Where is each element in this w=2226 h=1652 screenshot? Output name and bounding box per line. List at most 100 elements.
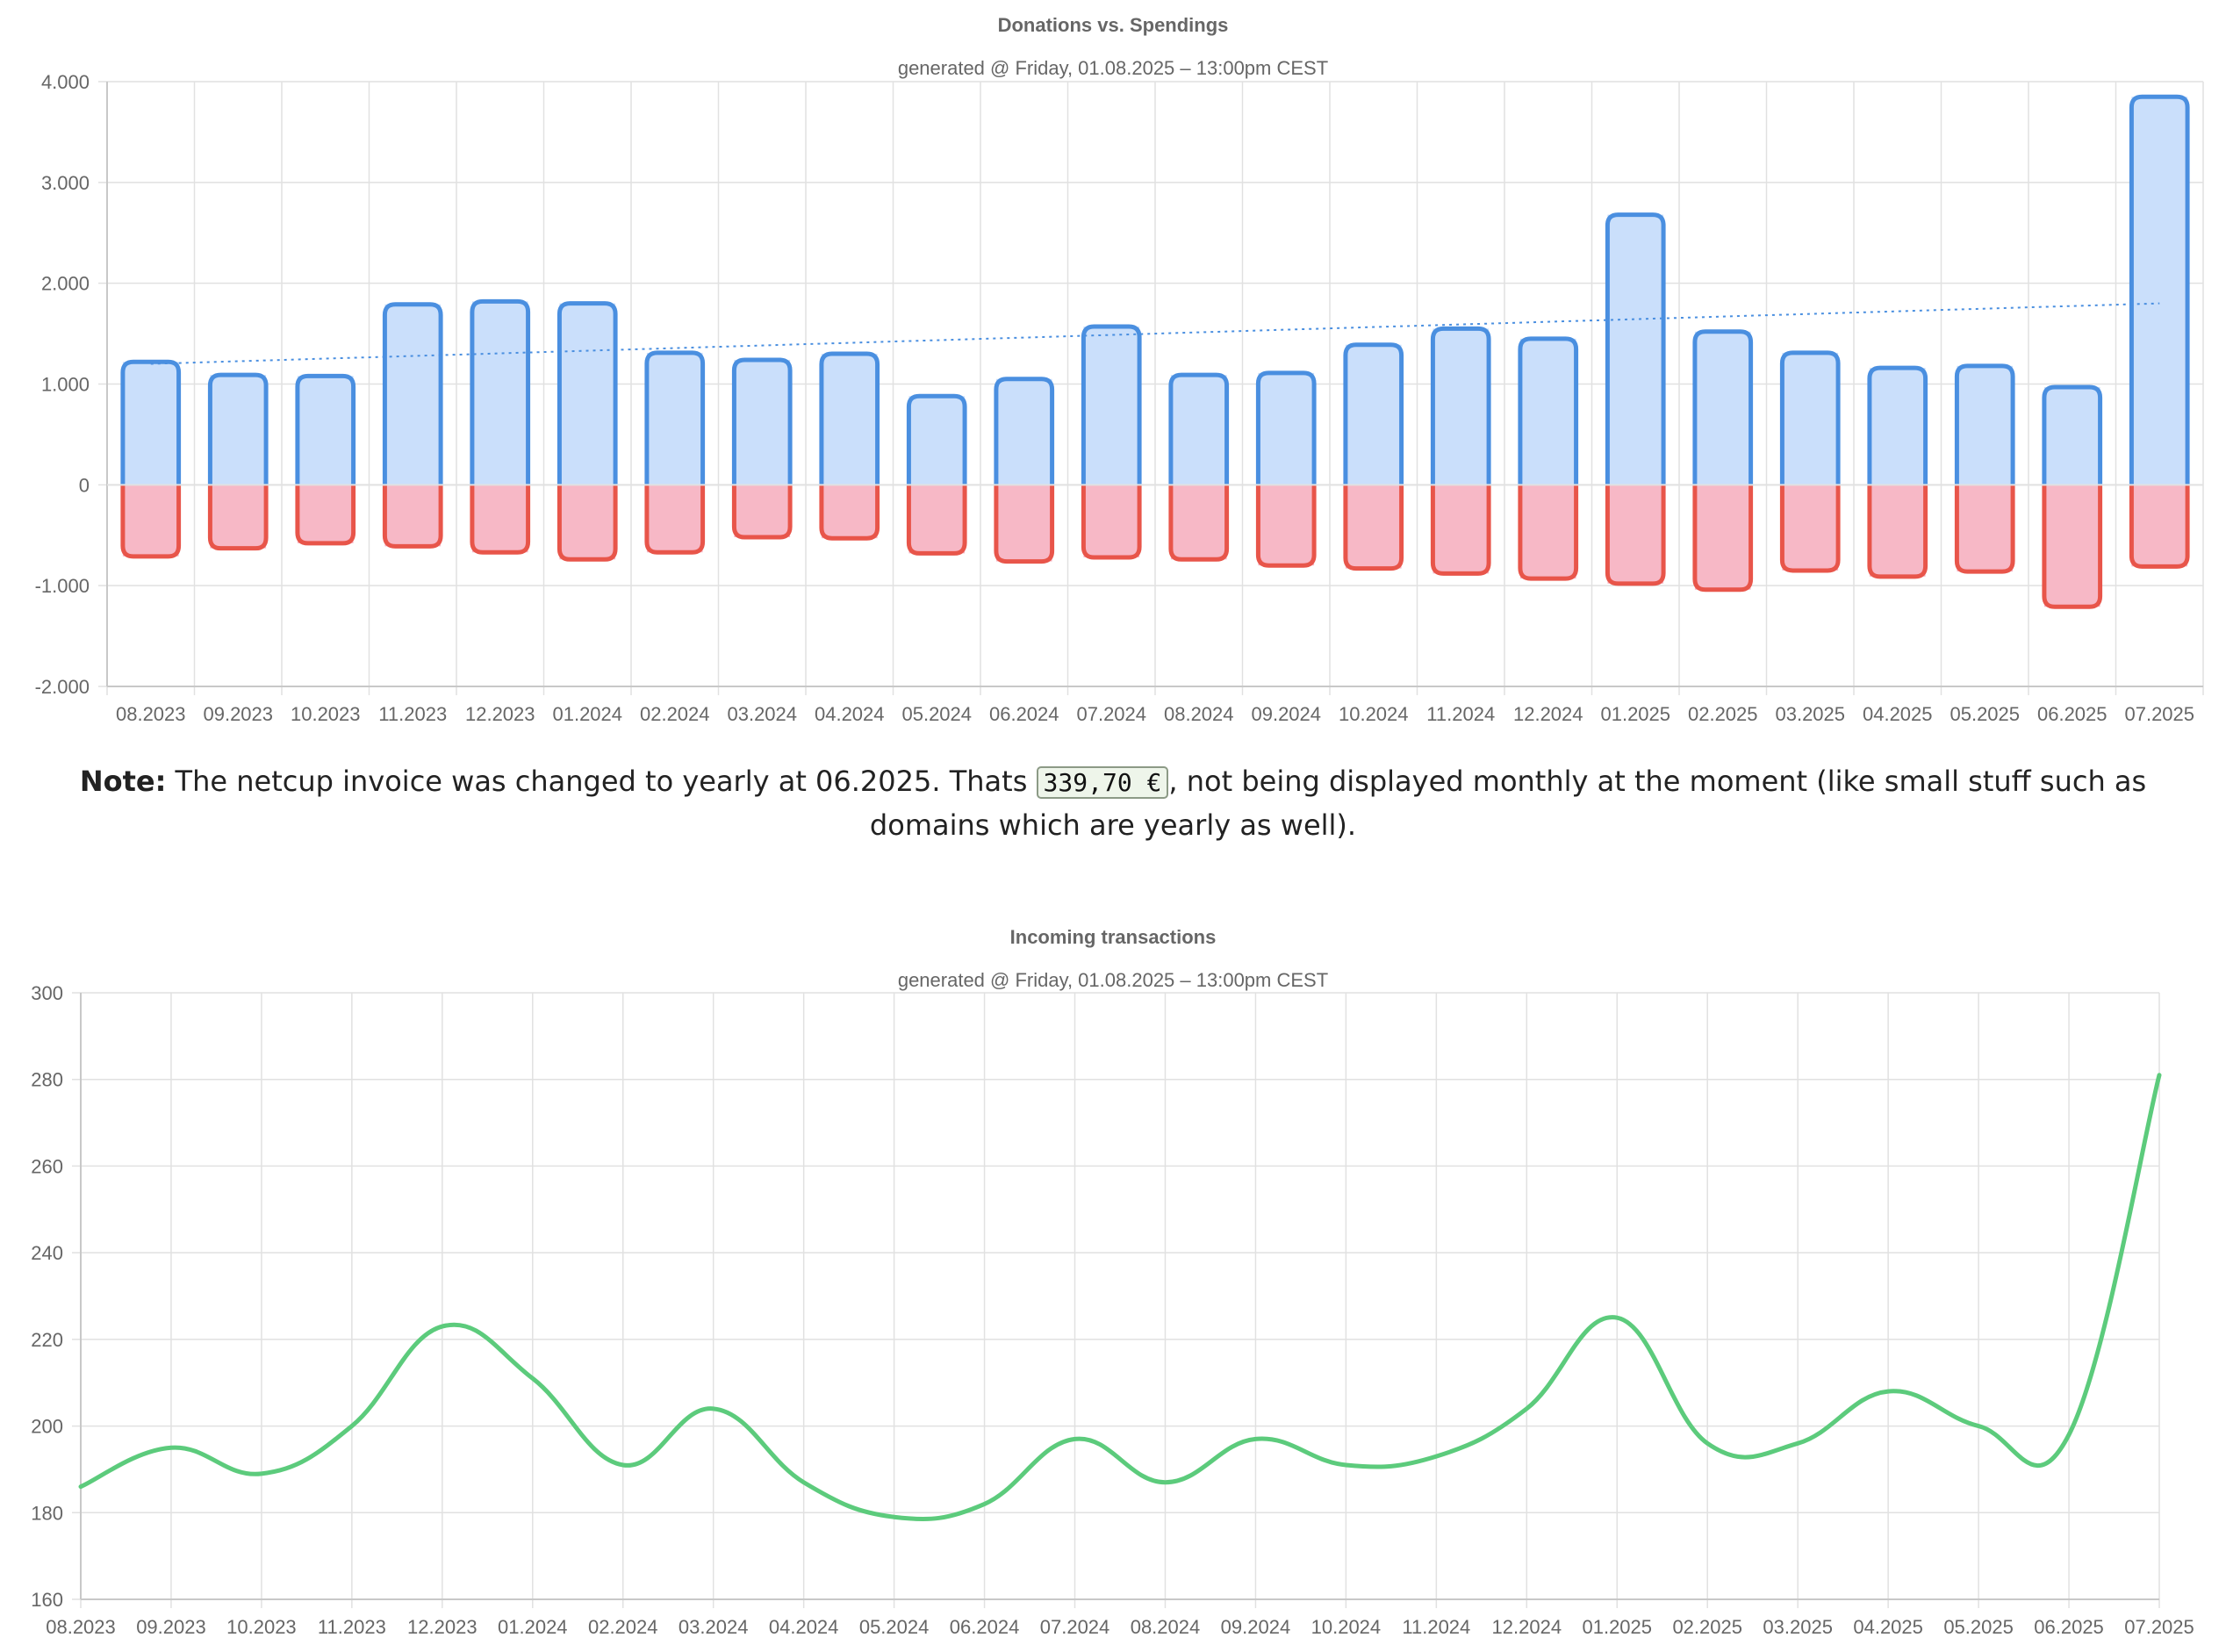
- donation-bar[interactable]: [559, 303, 616, 485]
- spending-bar-outline: [819, 485, 880, 541]
- spending-bar[interactable]: [734, 485, 791, 538]
- spending-bar[interactable]: [646, 485, 703, 553]
- incoming-transactions-point[interactable]: [75, 1482, 86, 1492]
- donation-bar[interactable]: [1869, 368, 1926, 485]
- donation-bar[interactable]: [821, 354, 878, 485]
- line-x-tick-label: 02.2025: [1672, 1616, 1742, 1638]
- donation-bar[interactable]: [995, 378, 1052, 485]
- line-x-tick-label: 05.2024: [859, 1616, 930, 1638]
- spending-bar[interactable]: [1433, 485, 1490, 574]
- donation-bar[interactable]: [1258, 372, 1315, 485]
- spending-bar-outline: [382, 485, 443, 549]
- donation-bar[interactable]: [471, 301, 528, 485]
- donation-bar[interactable]: [1957, 365, 2014, 485]
- donation-bar[interactable]: [734, 359, 791, 485]
- spending-bar[interactable]: [2131, 485, 2188, 567]
- donation-bar[interactable]: [646, 352, 703, 485]
- incoming-transactions-point[interactable]: [708, 1404, 719, 1414]
- spending-bar[interactable]: [1782, 485, 1839, 571]
- spending-bar[interactable]: [1519, 485, 1576, 579]
- incoming-transactions-point[interactable]: [618, 1460, 628, 1470]
- incoming-transactions-point[interactable]: [889, 1512, 900, 1522]
- spending-bar-outline: [120, 485, 182, 559]
- incoming-transactions-point[interactable]: [166, 1442, 176, 1453]
- spending-bar-outline: [1779, 485, 1841, 573]
- incoming-transactions-point[interactable]: [1792, 1438, 1803, 1448]
- bar-x-tick-label: 10.2024: [1339, 703, 1409, 725]
- donation-bar[interactable]: [1083, 327, 1140, 485]
- bar-x-tick-label: 12.2023: [465, 703, 535, 725]
- donation-bar-outline: [207, 372, 269, 485]
- donation-bar[interactable]: [210, 375, 267, 485]
- incoming-transactions-point[interactable]: [1340, 1460, 1351, 1470]
- bar-x-tick-label: 07.2024: [1076, 703, 1146, 725]
- spending-bar[interactable]: [384, 485, 442, 547]
- note-text-after: , not being displayed monthly at the mom…: [869, 765, 2147, 842]
- spending-bar[interactable]: [1258, 485, 1315, 566]
- spending-bar[interactable]: [210, 485, 267, 549]
- donation-bar[interactable]: [297, 376, 354, 485]
- incoming-transactions-point[interactable]: [1612, 1312, 1622, 1323]
- spending-bar[interactable]: [297, 485, 354, 543]
- spending-bar-outline: [1168, 485, 1230, 562]
- incoming-transactions-point[interactable]: [1250, 1433, 1260, 1444]
- donation-bar[interactable]: [1345, 344, 1402, 485]
- spending-bar[interactable]: [122, 485, 179, 557]
- donation-bar[interactable]: [1694, 331, 1751, 485]
- line-chart-title: Incoming transactions: [1010, 926, 1217, 948]
- incoming-transactions-point[interactable]: [437, 1321, 448, 1332]
- donation-bar[interactable]: [1607, 214, 1664, 485]
- donation-bar-outline: [2129, 94, 2190, 485]
- line-x-tick-label: 06.2025: [2034, 1616, 2104, 1638]
- spending-bar-outline: [1867, 485, 1928, 579]
- spending-bar[interactable]: [471, 485, 528, 553]
- incoming-transactions-point[interactable]: [1521, 1404, 1532, 1414]
- incoming-transactions-point[interactable]: [347, 1421, 357, 1432]
- donation-bar[interactable]: [122, 362, 179, 485]
- spending-bar[interactable]: [1869, 485, 1926, 577]
- spending-bar[interactable]: [1607, 485, 1664, 584]
- netcup-amount-badge: 339,70 €: [1036, 766, 1169, 799]
- line-y-tick-label: 160: [31, 1589, 63, 1611]
- bar-x-tick-label: 11.2023: [378, 703, 447, 725]
- donation-bar-outline: [1518, 336, 1579, 485]
- donation-bar-outline: [382, 302, 443, 485]
- incoming-transactions-point[interactable]: [1160, 1477, 1170, 1488]
- incoming-transactions-point[interactable]: [1702, 1438, 1713, 1448]
- incoming-transactions-point[interactable]: [980, 1498, 990, 1509]
- donation-bar[interactable]: [1782, 352, 1839, 485]
- spending-bar[interactable]: [1083, 485, 1140, 558]
- incoming-transactions-point[interactable]: [2154, 1070, 2165, 1081]
- spending-bar[interactable]: [1694, 485, 1751, 590]
- bar-x-tick-label: 08.2024: [1164, 703, 1234, 725]
- spending-bar[interactable]: [559, 485, 616, 560]
- incoming-transactions-point[interactable]: [528, 1373, 538, 1383]
- incoming-transactions-point[interactable]: [1070, 1433, 1081, 1444]
- donation-bar-outline: [994, 377, 1055, 485]
- incoming-transactions-point[interactable]: [256, 1469, 267, 1479]
- spending-bar[interactable]: [908, 485, 966, 554]
- incoming-transactions-point[interactable]: [2064, 1429, 2074, 1440]
- donation-bar[interactable]: [384, 304, 442, 485]
- spending-bar[interactable]: [1957, 485, 2014, 572]
- donation-bar[interactable]: [1433, 328, 1490, 485]
- bar-y-tick-label: 2.000: [41, 273, 90, 295]
- spending-bar-outline: [906, 485, 967, 556]
- bar-x-tick-label: 01.2025: [1600, 703, 1670, 725]
- donation-bar[interactable]: [1519, 338, 1576, 485]
- spending-bar[interactable]: [995, 485, 1052, 562]
- spending-bar[interactable]: [2043, 485, 2100, 607]
- spending-bar[interactable]: [1345, 485, 1402, 569]
- donation-bar[interactable]: [1170, 375, 1227, 485]
- bar-x-tick-label: 03.2024: [727, 703, 797, 725]
- spending-bar[interactable]: [1170, 485, 1227, 560]
- donation-bar[interactable]: [2043, 386, 2100, 485]
- line-x-tick-label: 07.2025: [2124, 1616, 2194, 1638]
- donation-bar[interactable]: [2131, 97, 2188, 485]
- incoming-transactions-point[interactable]: [1883, 1386, 1893, 1397]
- spending-bar[interactable]: [821, 485, 878, 539]
- incoming-transactions-point[interactable]: [1973, 1421, 1984, 1432]
- incoming-transactions-point[interactable]: [799, 1477, 809, 1488]
- donation-bar[interactable]: [908, 396, 966, 485]
- incoming-transactions-point[interactable]: [1431, 1451, 1441, 1462]
